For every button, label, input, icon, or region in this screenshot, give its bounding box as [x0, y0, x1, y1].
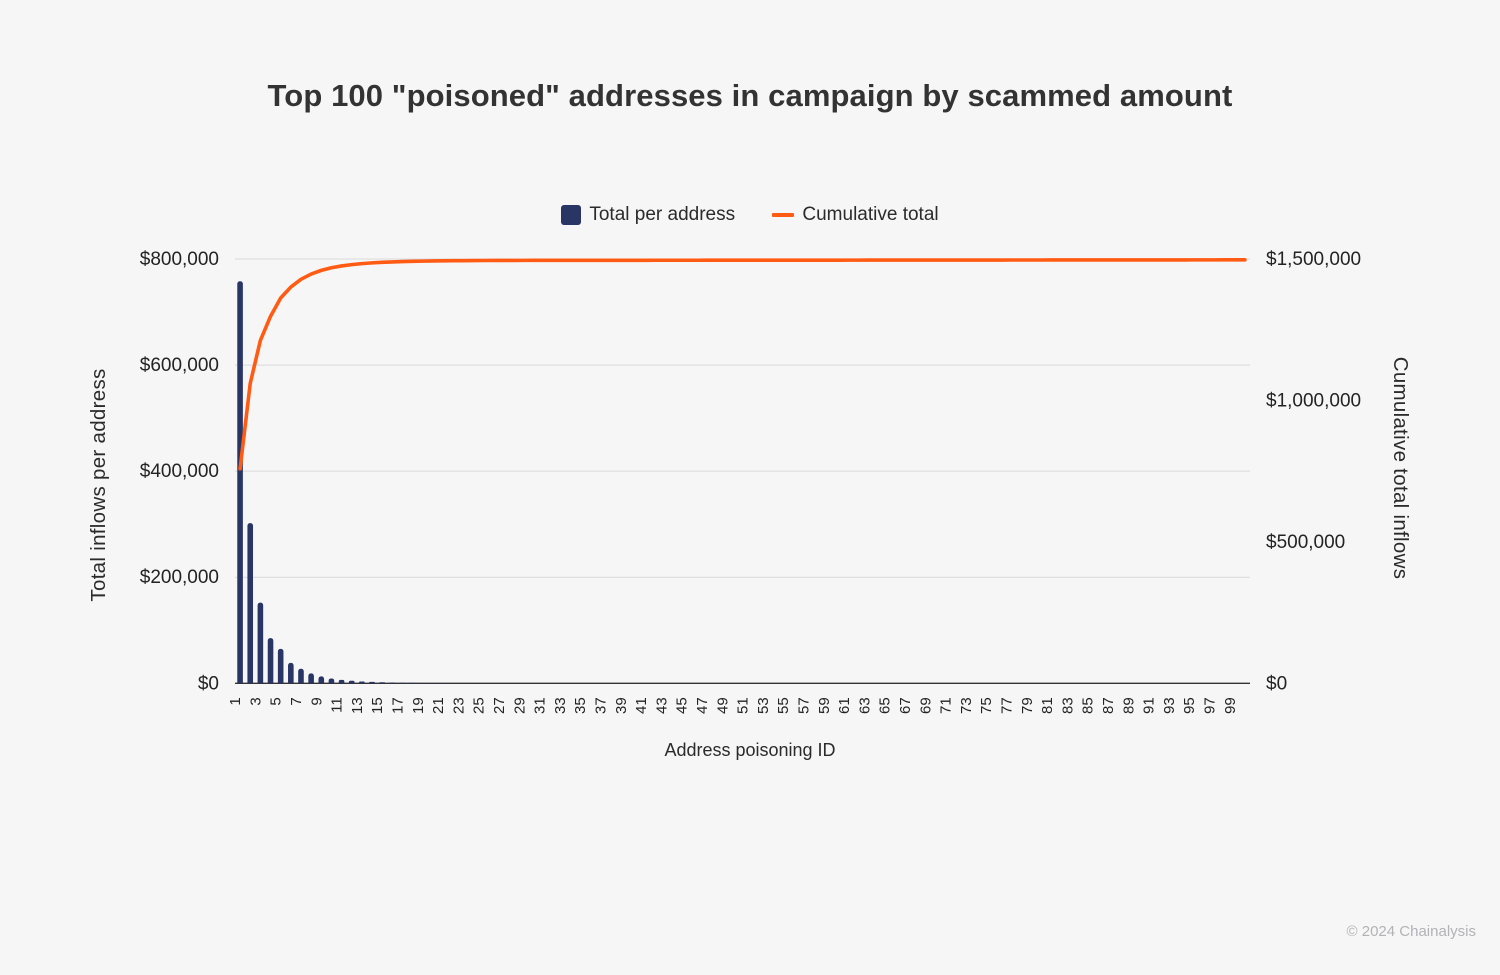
- svg-text:$0: $0: [198, 673, 219, 694]
- svg-text:87: 87: [1100, 697, 1117, 714]
- svg-text:93: 93: [1161, 697, 1178, 714]
- svg-text:63: 63: [856, 697, 873, 714]
- svg-text:$0: $0: [1266, 673, 1287, 694]
- svg-text:3: 3: [247, 697, 264, 705]
- svg-text:15: 15: [369, 697, 386, 714]
- svg-text:23: 23: [450, 697, 467, 714]
- svg-text:17: 17: [389, 697, 406, 714]
- svg-text:21: 21: [430, 697, 447, 714]
- svg-text:31: 31: [532, 697, 549, 714]
- svg-text:53: 53: [755, 697, 772, 714]
- svg-text:77: 77: [998, 697, 1015, 714]
- svg-text:$200,000: $200,000: [140, 567, 219, 588]
- svg-text:67: 67: [897, 697, 914, 714]
- svg-text:$1,000,000: $1,000,000: [1266, 390, 1361, 411]
- svg-text:65: 65: [877, 697, 894, 714]
- svg-text:$800,000: $800,000: [140, 249, 219, 270]
- svg-text:89: 89: [1120, 697, 1137, 714]
- svg-text:$400,000: $400,000: [140, 461, 219, 482]
- svg-text:$500,000: $500,000: [1266, 532, 1345, 553]
- svg-text:43: 43: [653, 697, 670, 714]
- svg-text:29: 29: [511, 697, 528, 714]
- svg-text:27: 27: [491, 697, 508, 714]
- svg-text:73: 73: [958, 697, 975, 714]
- svg-text:19: 19: [410, 697, 427, 714]
- svg-text:45: 45: [674, 697, 691, 714]
- svg-text:71: 71: [938, 697, 955, 714]
- svg-text:41: 41: [633, 697, 650, 714]
- svg-text:61: 61: [836, 697, 853, 714]
- svg-text:59: 59: [816, 697, 833, 714]
- svg-text:11: 11: [329, 697, 346, 713]
- svg-text:69: 69: [917, 697, 934, 714]
- svg-text:33: 33: [552, 697, 569, 714]
- svg-text:79: 79: [1019, 697, 1036, 714]
- svg-text:35: 35: [572, 697, 589, 714]
- svg-text:37: 37: [592, 697, 609, 714]
- svg-text:39: 39: [613, 697, 630, 714]
- svg-text:13: 13: [349, 697, 366, 714]
- svg-text:95: 95: [1181, 697, 1198, 714]
- svg-text:75: 75: [978, 697, 995, 714]
- svg-text:25: 25: [471, 697, 488, 714]
- svg-text:83: 83: [1059, 697, 1076, 714]
- svg-text:85: 85: [1080, 697, 1097, 714]
- svg-text:$1,500,000: $1,500,000: [1266, 249, 1361, 270]
- svg-text:7: 7: [288, 697, 305, 705]
- svg-text:91: 91: [1141, 697, 1158, 714]
- svg-text:51: 51: [735, 697, 752, 714]
- svg-text:47: 47: [694, 697, 711, 714]
- svg-text:57: 57: [795, 697, 812, 714]
- svg-text:$600,000: $600,000: [140, 355, 219, 376]
- svg-text:49: 49: [714, 697, 731, 714]
- svg-text:1: 1: [227, 697, 244, 705]
- svg-text:97: 97: [1201, 697, 1218, 714]
- svg-text:81: 81: [1039, 697, 1056, 714]
- svg-text:5: 5: [268, 697, 285, 705]
- svg-text:99: 99: [1222, 697, 1239, 714]
- svg-text:9: 9: [308, 697, 325, 705]
- svg-text:55: 55: [775, 697, 792, 714]
